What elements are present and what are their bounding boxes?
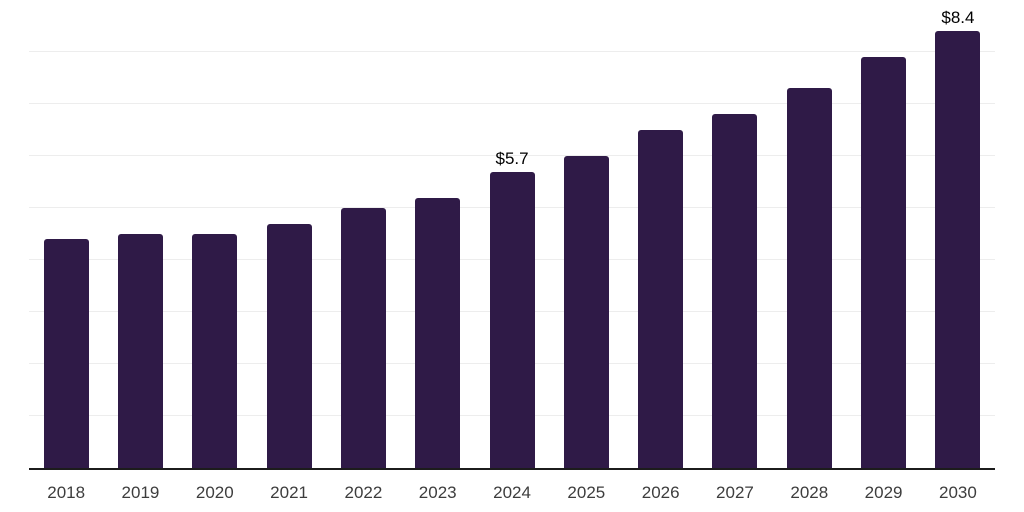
plot-area: $5.7 $8.4 <box>29 0 995 470</box>
x-tick-2026: 2026 <box>641 483 680 502</box>
gridline-8 <box>29 51 995 52</box>
bar-column-2022 <box>326 0 400 468</box>
bar-value-label-2030: $8.4 <box>941 8 975 28</box>
x-tick-2027: 2027 <box>716 483 754 502</box>
bar-column-2029 <box>846 0 920 468</box>
bar-2024 <box>489 171 535 468</box>
x-tick-2025: 2025 <box>567 483 606 502</box>
bar-column-2018 <box>29 0 103 468</box>
bar-2026 <box>638 130 684 468</box>
x-axis-labels: 2018 2019 2020 2021 2022 2023 2024 2025 2026 2027… <box>29 483 995 503</box>
gridline-6 <box>29 155 995 157</box>
bar-2025 <box>563 156 609 468</box>
x-tick-2028: 2028 <box>790 483 829 502</box>
x-tick-2018: 2018 <box>47 483 86 502</box>
bar-value-label-2024: $5.7 <box>495 148 529 168</box>
x-tick-2023: 2023 <box>418 483 457 502</box>
bar-column-2026 <box>624 0 698 468</box>
x-tick-2020: 2020 <box>195 483 234 502</box>
bar-column-2030: $8.4 <box>921 0 995 468</box>
gridline-7 <box>29 103 995 104</box>
bar-2030 <box>935 31 981 468</box>
bar-2018 <box>43 239 89 468</box>
bar-column-2019 <box>103 0 177 468</box>
x-tick-2019: 2019 <box>121 483 160 502</box>
x-tick-2022: 2022 <box>344 483 383 502</box>
bars: $5.7 $8.4 <box>29 0 995 468</box>
bar-column-2023 <box>401 0 475 468</box>
bar-2027 <box>712 114 758 468</box>
bar-column-2028 <box>772 0 846 468</box>
x-tick-2029: 2029 <box>864 483 903 502</box>
bar-column-2024: $5.7 <box>475 0 549 468</box>
bar-2021 <box>266 223 312 468</box>
bar-2020 <box>192 234 238 468</box>
x-tick-2030: 2030 <box>938 483 977 502</box>
bar-2019 <box>117 234 163 468</box>
x-tick-2024: 2024 <box>493 483 531 502</box>
bar-column-2021 <box>252 0 326 468</box>
bar-column-2020 <box>178 0 252 468</box>
bar-column-2025 <box>549 0 623 468</box>
x-tick-2021: 2021 <box>270 483 308 502</box>
bar-2028 <box>786 88 832 468</box>
bar-2022 <box>340 208 386 468</box>
bar-2029 <box>861 57 907 468</box>
bar-2023 <box>415 197 461 468</box>
bar-column-2027 <box>698 0 772 468</box>
